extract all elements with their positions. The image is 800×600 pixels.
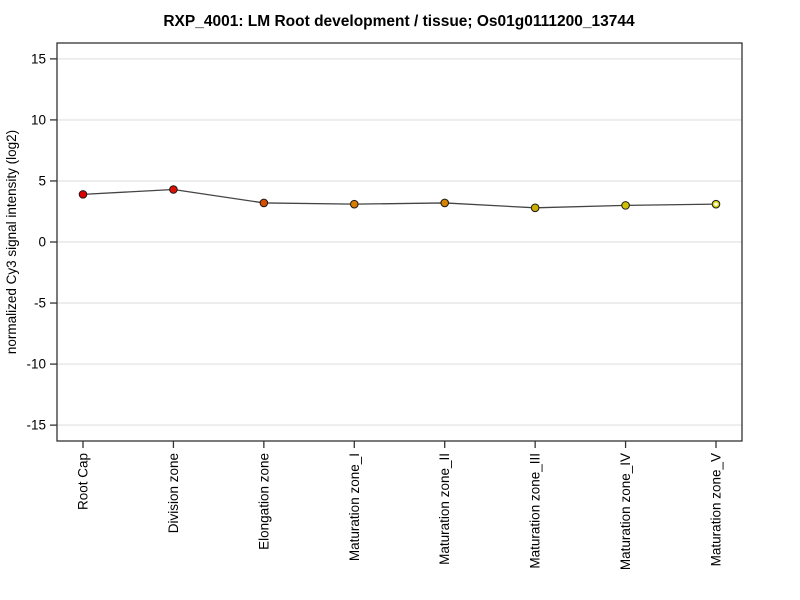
data-point xyxy=(440,198,450,208)
x-tick-label: Maturation zone_V xyxy=(709,453,724,566)
x-tick-label: Root Cap xyxy=(76,453,91,510)
x-tick-label: Elongation zone xyxy=(256,453,271,550)
y-tick-label: 0 xyxy=(38,235,46,250)
data-point xyxy=(78,190,88,199)
y-tick-label: 5 xyxy=(38,173,46,188)
y-tick-label: 15 xyxy=(31,51,46,66)
data-point xyxy=(530,203,540,213)
chart-title: RXP_4001: LM Root development / tissue; … xyxy=(163,13,635,30)
data-point xyxy=(169,185,178,194)
x-tick-label: Maturation zone_IV xyxy=(618,453,633,570)
data-point-center xyxy=(714,202,718,206)
y-tick-label: -5 xyxy=(34,296,46,311)
plot-area: 15 10 5 0 -5 -10 -15 Root Cap Division zone Elong… xyxy=(26,42,743,570)
x-tick-label: Maturation zone_III xyxy=(528,453,543,569)
y-axis-label: normalized Cy3 signal intensity (log2) xyxy=(4,130,19,354)
x-tick-label: Maturation zone_I xyxy=(347,453,362,561)
data-point xyxy=(259,198,269,208)
data-point xyxy=(349,199,359,209)
y-tick-label: -10 xyxy=(26,357,46,372)
x-tick-label: Division zone xyxy=(166,453,181,533)
x-tick-label: Maturation zone_II xyxy=(437,453,452,565)
data-point xyxy=(621,201,630,210)
y-tick-label: -15 xyxy=(26,418,46,433)
y-tick-label: 10 xyxy=(31,112,46,127)
data-line xyxy=(82,188,717,209)
